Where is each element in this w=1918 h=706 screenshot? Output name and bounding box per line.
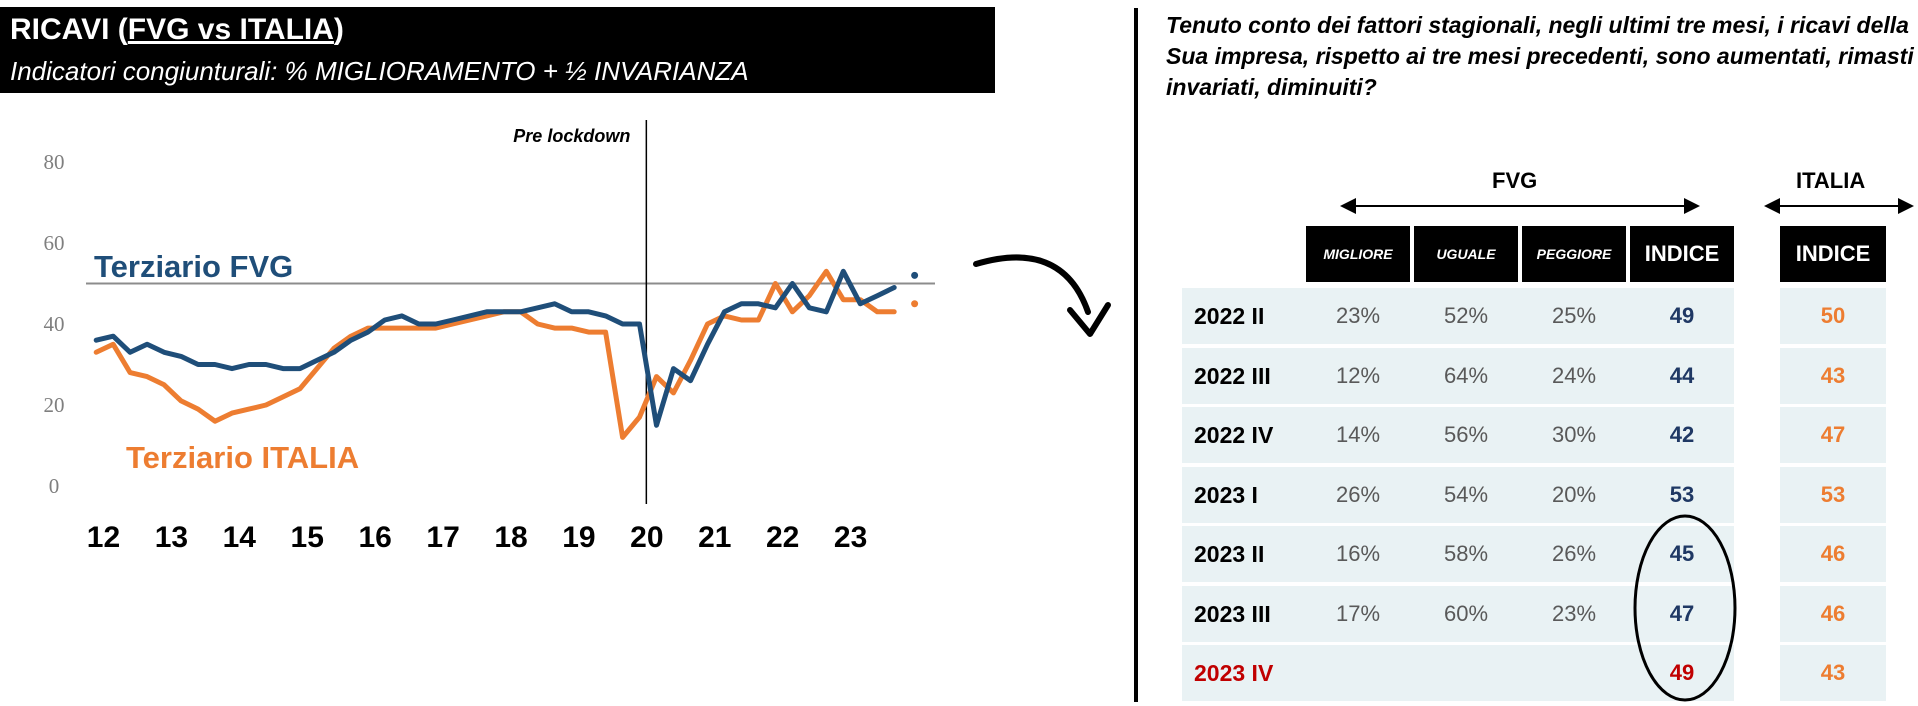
- x-tick-label: 14: [223, 521, 257, 554]
- y-tick-label: 80: [44, 150, 65, 174]
- title-suffix: ): [333, 13, 344, 46]
- cell-migliore: 17%: [1335, 601, 1381, 626]
- highlight-ellipse: [1633, 514, 1737, 702]
- group-header-fvg: FVG: [1492, 168, 1538, 193]
- cell-indice-fvg: 45: [1669, 541, 1695, 566]
- x-tick-label: 17: [426, 521, 459, 554]
- line-chart: 0 20 40 60 80 12 13 14 15 16 17 18 19 20 21 22 23 Pre loc…: [44, 120, 935, 554]
- cell-indice-fvg: 49: [1669, 660, 1695, 685]
- cell-indice-fvg: 49: [1669, 303, 1695, 328]
- chart-subtitle: Indicatori congiunturali: % MIGLIORAMENT…: [10, 56, 749, 86]
- series-label-fvg: Terziario FVG: [94, 249, 293, 284]
- title-underlined: FVG vs ITALIA: [127, 13, 334, 46]
- cell-migliore: 16%: [1335, 541, 1381, 566]
- x-tick-label: 20: [630, 521, 663, 554]
- cell-peggiore: 20%: [1551, 482, 1597, 507]
- table-row-italia: [1780, 586, 1886, 642]
- cell-uguale: 54%: [1443, 482, 1489, 507]
- cell-migliore: [1306, 645, 1410, 701]
- series-line-fvg: [93, 268, 897, 428]
- col-header-peggiore: PEGGIORE: [1522, 226, 1626, 282]
- row-label: 2023 III: [1194, 600, 1271, 627]
- cell-migliore: 26%: [1335, 482, 1381, 507]
- cell-indice-fvg: 44: [1669, 363, 1695, 388]
- title-box: RICAVI (FVG vs ITALIA) Indicatori congiu…: [0, 7, 995, 93]
- cell-indice-italia: 43: [1820, 363, 1846, 388]
- x-tick-label: 16: [358, 521, 391, 554]
- col-header-indice-italia: INDICE: [1780, 226, 1886, 282]
- table-row-italia: [1780, 467, 1886, 523]
- double-arrow-italia-icon: [1764, 198, 1914, 214]
- cell-uguale: 64%: [1443, 363, 1489, 388]
- col-header-migliore: MIGLIORE: [1306, 226, 1410, 282]
- cell-peggiore: 30%: [1551, 422, 1597, 447]
- curved-arrow-icon: [973, 254, 1111, 337]
- y-tick-label: 60: [44, 231, 65, 255]
- series-line-italia: [93, 268, 897, 440]
- cell-uguale: 60%: [1443, 601, 1489, 626]
- survey-question: Tenuto conto dei fattori stagionali, neg…: [1166, 12, 1914, 100]
- x-tick-label: 22: [766, 521, 799, 554]
- x-tick-label: 18: [494, 521, 527, 554]
- x-tick-label: 15: [291, 521, 324, 554]
- x-tick-label: 12: [87, 521, 120, 554]
- cell-uguale: 56%: [1443, 422, 1489, 447]
- cell-uguale: 52%: [1443, 303, 1489, 328]
- table-row: [1182, 467, 1734, 523]
- cell-uguale: [1414, 645, 1518, 701]
- italia-last-point: [911, 300, 919, 308]
- x-tick-label: 21: [698, 521, 731, 554]
- table-row: [1182, 407, 1734, 463]
- cell-indice-fvg: 47: [1669, 601, 1695, 626]
- y-tick-label: 40: [44, 312, 65, 336]
- title-prefix: RICAVI (: [10, 13, 128, 46]
- cell-indice-fvg: 53: [1669, 482, 1695, 507]
- y-tick-label: 20: [44, 393, 65, 417]
- cell-indice-italia: 53: [1820, 482, 1846, 507]
- row-label: 2022 III: [1194, 362, 1271, 389]
- table-row-italia: [1780, 348, 1886, 404]
- cell-peggiore: [1522, 645, 1626, 701]
- cell-migliore: 14%: [1335, 422, 1381, 447]
- table-row-italia: [1780, 645, 1886, 701]
- cell-indice-italia: 47: [1820, 422, 1846, 447]
- row-label: 2023 IV: [1194, 659, 1274, 686]
- cell-peggiore: 23%: [1551, 601, 1597, 626]
- x-tick-label: 13: [155, 521, 188, 554]
- cell-indice-italia: 46: [1820, 541, 1846, 566]
- cell-indice-italia: 50: [1820, 303, 1846, 328]
- double-arrow-fvg-icon: [1340, 198, 1700, 214]
- x-tick-label: 19: [562, 521, 595, 554]
- x-tick-label: 23: [834, 521, 867, 554]
- row-label: 2022 IV: [1194, 421, 1274, 448]
- table-row: [1182, 348, 1734, 404]
- chart-title: RICAVI (FVG vs ITALIA): [10, 13, 344, 47]
- cell-peggiore: 26%: [1551, 541, 1597, 566]
- cell-peggiore: 24%: [1551, 363, 1597, 388]
- table-row-italia: [1780, 407, 1886, 463]
- col-header-uguale: UGUALE: [1414, 226, 1518, 282]
- table-row-italia: [1780, 288, 1886, 344]
- pre-lockdown-label: Pre lockdown: [513, 126, 630, 146]
- row-label: 2023 II: [1194, 540, 1265, 567]
- row-label: 2022 II: [1194, 302, 1265, 329]
- table-row: [1182, 288, 1734, 344]
- table-row-italia: [1780, 526, 1886, 582]
- y-tick-label: 0: [49, 474, 60, 498]
- cell-indice-fvg: 42: [1669, 422, 1695, 447]
- group-header-italia: ITALIA: [1796, 168, 1866, 193]
- col-header-indice-fvg: INDICE: [1630, 226, 1734, 282]
- series-label-italia: Terziario ITALIA: [126, 440, 359, 475]
- table-row: [1182, 526, 1734, 582]
- cell-indice-italia: 43: [1820, 660, 1846, 685]
- vertical-divider: [1134, 8, 1138, 702]
- fvg-last-point: [911, 271, 919, 279]
- table-row: [1182, 586, 1734, 642]
- row-label: 2023 I: [1194, 481, 1258, 508]
- cell-uguale: 58%: [1443, 541, 1489, 566]
- cell-indice-italia: 46: [1820, 601, 1846, 626]
- cell-migliore: 12%: [1335, 363, 1381, 388]
- cell-peggiore: 25%: [1551, 303, 1597, 328]
- cell-migliore: 23%: [1335, 303, 1381, 328]
